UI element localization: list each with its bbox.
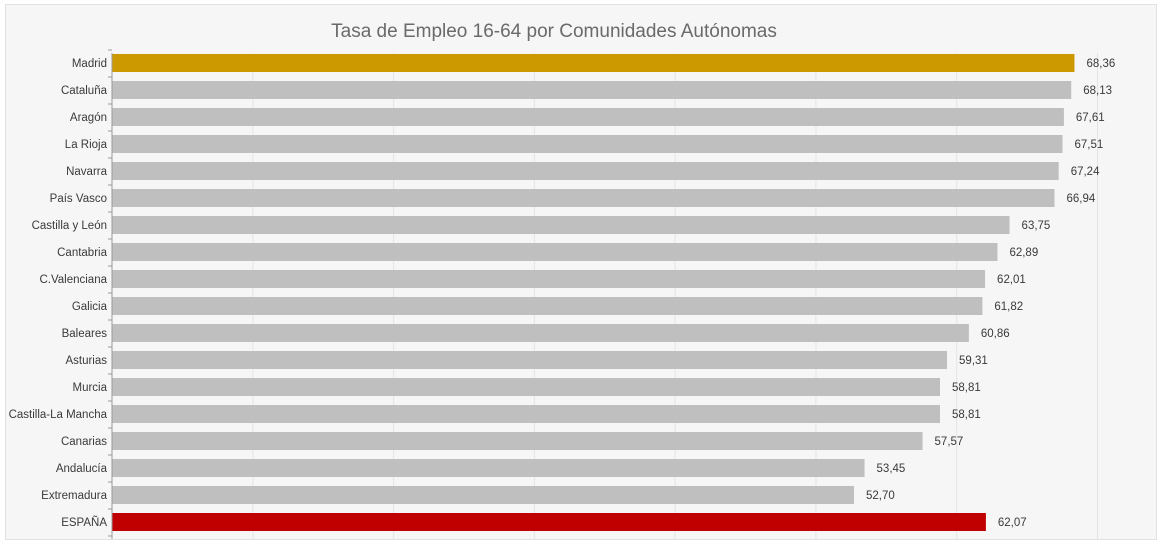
bar-canarias [112, 432, 923, 450]
bar-arag-n [112, 108, 1064, 126]
bar-madrid [112, 54, 1075, 72]
value-label: 68,36 [1086, 58, 1115, 70]
chart-frame: Tasa de Empleo 16-64 por Comunidades Aut… [5, 4, 1157, 540]
value-label: 66,94 [1066, 193, 1095, 205]
value-label: 60,86 [981, 328, 1010, 340]
category-label: Galicia [72, 301, 108, 313]
axes [108, 49, 113, 539]
bars [112, 54, 1075, 531]
category-label: Madrid [72, 58, 107, 70]
grid-lines [252, 53, 1099, 539]
value-label: 59,31 [959, 355, 988, 367]
category-label: Aragón [70, 112, 107, 124]
value-label: 57,57 [935, 436, 964, 448]
bar-c-valenciana [112, 270, 986, 288]
bar-murcia [112, 378, 941, 396]
category-label: Murcia [72, 382, 107, 394]
value-label: 63,75 [1022, 220, 1051, 232]
bar-andaluc-a [112, 459, 865, 477]
bar-castilla-la-mancha [112, 405, 941, 423]
category-label: Extremadura [41, 490, 107, 502]
value-label: 62,01 [997, 274, 1026, 286]
value-label: 58,81 [952, 382, 981, 394]
bar-baleares [112, 324, 969, 342]
category-label: La Rioja [65, 139, 108, 151]
category-label: Cataluña [61, 85, 108, 97]
bar-cantabria [112, 243, 998, 261]
category-label: ESPAÑA [61, 516, 107, 529]
bar-la-rioja [112, 135, 1063, 153]
value-label: 62,07 [998, 517, 1027, 529]
bar-castilla-y-le-n [112, 216, 1010, 234]
category-labels: Madrid Cataluña Aragón La Rioja Navarra País … [9, 58, 108, 529]
category-label: Navarra [66, 166, 108, 178]
bar-navarra [112, 162, 1059, 180]
chart-svg: Tasa de Empleo 16-64 por Comunidades Aut… [9, 21, 1115, 539]
category-label: Cantabria [57, 247, 107, 259]
value-label: 52,70 [866, 490, 895, 502]
value-label: 67,51 [1074, 139, 1103, 151]
value-label: 67,61 [1076, 112, 1105, 124]
category-label: Asturias [65, 355, 107, 367]
value-label: 53,45 [877, 463, 906, 475]
value-label: 61,82 [994, 301, 1023, 313]
category-label: Castilla y León [32, 220, 107, 232]
value-labels: 68,36 68,13 67,61 67,51 67,24 66,94 63,75 62,89… [866, 58, 1115, 529]
bar-asturias [112, 351, 948, 369]
value-label: 68,13 [1083, 85, 1112, 97]
value-label: 67,24 [1071, 166, 1100, 178]
category-label: Baleares [62, 328, 108, 340]
category-label: C.Valenciana [39, 274, 107, 286]
category-label: Andalucía [56, 463, 108, 475]
bar-extremadura [112, 486, 854, 504]
bar-espa-a [112, 513, 986, 531]
bar-galicia [112, 297, 983, 315]
bar-catalu-a [112, 81, 1072, 99]
category-label: País Vasco [50, 193, 107, 205]
value-label: 62,89 [1009, 247, 1038, 259]
category-label: Canarias [61, 436, 107, 448]
chart-title: Tasa de Empleo 16-64 por Comunidades Aut… [331, 21, 777, 42]
category-label: Castilla-La Mancha [9, 409, 108, 421]
value-label: 58,81 [952, 409, 981, 421]
bar-pa-s-vasco [112, 189, 1055, 207]
